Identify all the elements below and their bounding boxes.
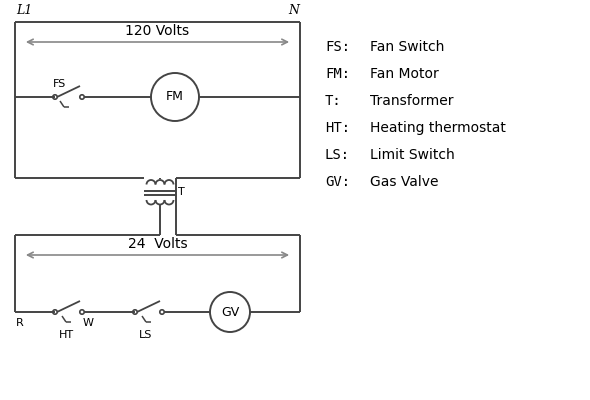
Text: W: W <box>83 318 94 328</box>
Text: Limit Switch: Limit Switch <box>370 148 455 162</box>
Text: LS:: LS: <box>325 148 350 162</box>
Text: FS:: FS: <box>325 40 350 54</box>
Text: GV:: GV: <box>325 175 350 189</box>
Text: T:: T: <box>325 94 342 108</box>
Text: Gas Valve: Gas Valve <box>370 175 438 189</box>
Text: 120 Volts: 120 Volts <box>126 24 189 38</box>
Text: GV: GV <box>221 306 239 318</box>
Text: FM: FM <box>166 90 184 104</box>
Text: FS: FS <box>53 79 66 89</box>
Text: HT:: HT: <box>325 121 350 135</box>
Text: 24  Volts: 24 Volts <box>127 237 187 251</box>
Text: HT: HT <box>58 330 74 340</box>
Text: Fan Switch: Fan Switch <box>370 40 444 54</box>
Text: LS: LS <box>139 330 153 340</box>
Text: Transformer: Transformer <box>370 94 454 108</box>
Text: FM:: FM: <box>325 67 350 81</box>
Text: T: T <box>178 187 185 197</box>
Text: Heating thermostat: Heating thermostat <box>370 121 506 135</box>
Text: R: R <box>16 318 24 328</box>
Text: Fan Motor: Fan Motor <box>370 67 439 81</box>
Text: N: N <box>288 4 299 17</box>
Text: L1: L1 <box>16 4 32 17</box>
